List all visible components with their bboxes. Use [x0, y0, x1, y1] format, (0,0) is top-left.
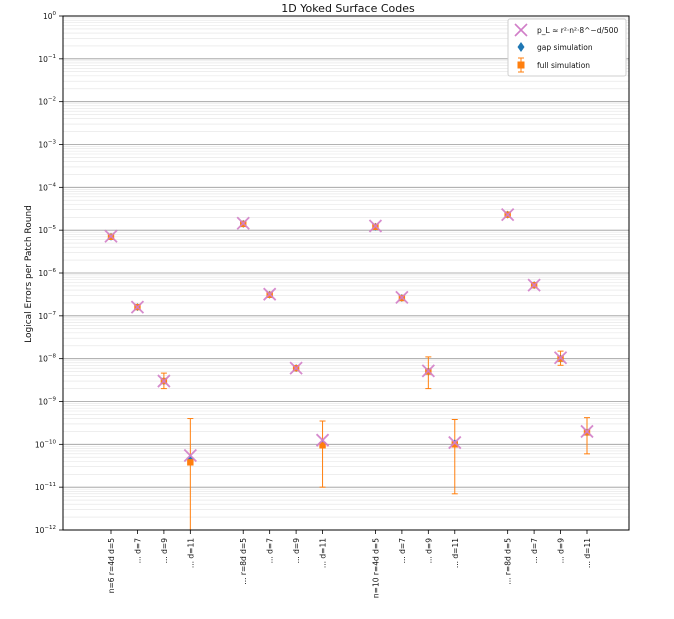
model-point-stroke: [368, 219, 383, 233]
x-tick-label: ... d=7: [266, 538, 275, 564]
legend-model-label: p_L ≈ r²·n²·8^−d/500: [537, 26, 619, 35]
model-point-stroke: [263, 287, 277, 301]
model-point: [315, 433, 330, 447]
x-tick-label: ... r=8d d=5: [504, 538, 513, 585]
plot-frame: [62, 15, 630, 531]
legend-full-marker: [517, 57, 525, 73]
model-point: [157, 374, 171, 388]
x-tick-label: n=10 r=4d d=5: [371, 538, 380, 598]
x-tick-label: n=6 r=4d d=5: [107, 538, 116, 594]
model-point: [527, 278, 541, 292]
model-point: [501, 208, 515, 222]
y-tick-label: 10−4: [38, 182, 56, 192]
model-point-stroke: [580, 424, 594, 439]
model-point-stroke: [157, 374, 171, 388]
x-tick-label: ... d=7: [398, 538, 407, 564]
y-tick-label: 10−2: [38, 97, 56, 107]
x-tick-label: ... d=11: [186, 538, 195, 568]
model-point: [580, 424, 594, 439]
chart-title: 1D Yoked Surface Codes: [281, 2, 415, 15]
model-point-stroke: [289, 361, 303, 375]
model-point-stroke: [448, 435, 462, 450]
x-tick-label: ... d=9: [557, 538, 566, 564]
model-point-stroke: [236, 216, 250, 230]
model-point: [236, 216, 250, 230]
y-tick-label: 10−3: [38, 140, 56, 150]
model-point: [183, 448, 197, 463]
x-tick-label: ... d=9: [292, 538, 301, 564]
model-point-stroke: [104, 229, 118, 243]
x-tick-label: ... d=11: [451, 538, 460, 568]
model-point-stroke: [183, 448, 197, 463]
legend-model-marker: [514, 23, 528, 37]
model-point-stroke: [553, 351, 568, 365]
full-point: [187, 459, 194, 466]
model-point-stroke: [527, 278, 541, 292]
y-tick-label: 100: [43, 11, 57, 21]
model-point: [263, 287, 277, 301]
data-marks: [104, 208, 594, 530]
x-tick-label: ... d=9: [424, 538, 433, 564]
model-point: [448, 435, 462, 450]
x-tick-label: ... d=9: [160, 538, 169, 564]
model-point: [104, 229, 118, 243]
model-point-stroke: [315, 433, 330, 447]
y-tick-label: 10−9: [38, 397, 56, 407]
grid-lines: [63, 15, 629, 531]
legend-box: [507, 18, 627, 77]
y-tick-label: 10−11: [35, 482, 56, 492]
x-tick-label: ... d=7: [530, 538, 539, 564]
model-point: [421, 364, 435, 378]
y-tick-label: 10−12: [35, 525, 56, 535]
model-point-stroke: [501, 208, 515, 222]
model-point-stroke: [395, 290, 409, 304]
x-tick-label: ... d=7: [133, 538, 142, 564]
model-point: [368, 219, 383, 233]
y-axis-label: Logical Errors per Patch Round: [24, 205, 34, 343]
legend: p_L ≈ r²·n²·8^−d/500 gap simulation full…: [507, 18, 627, 77]
full-point: [319, 442, 326, 449]
x-tick-label: ... d=11: [319, 538, 328, 568]
y-axis-ticks: 100 10−1 10−2 10−3 10−4 10−5 10−6 10−7 10−8 10−9 1…: [35, 11, 63, 535]
y-tick-label: 10−5: [38, 225, 56, 235]
y-tick-label: 10−1: [38, 54, 56, 64]
model-point-stroke: [421, 364, 435, 378]
full-point: [451, 441, 458, 448]
model-point: [130, 300, 145, 314]
y-tick-label: 10−8: [38, 354, 56, 364]
legend-gap-label: gap simulation: [537, 43, 593, 52]
model-point: [395, 290, 409, 304]
model-point: [289, 361, 303, 375]
y-tick-label: 10−7: [38, 311, 56, 321]
legend-full-label: full simulation: [537, 61, 590, 70]
y-tick-label: 10−6: [38, 268, 56, 278]
x-tick-label: ... r=8d d=5: [239, 538, 248, 585]
model-point-stroke: [130, 300, 145, 314]
legend-gap-marker: [517, 42, 525, 52]
y-tick-label: 10−10: [35, 439, 57, 449]
x-axis-ticks: n=6 r=4d d=5 ... d=7 ... d=9 ... d=11 ... r=…: [107, 530, 592, 598]
x-tick-label: ... d=11: [583, 538, 592, 568]
model-point: [553, 351, 568, 365]
